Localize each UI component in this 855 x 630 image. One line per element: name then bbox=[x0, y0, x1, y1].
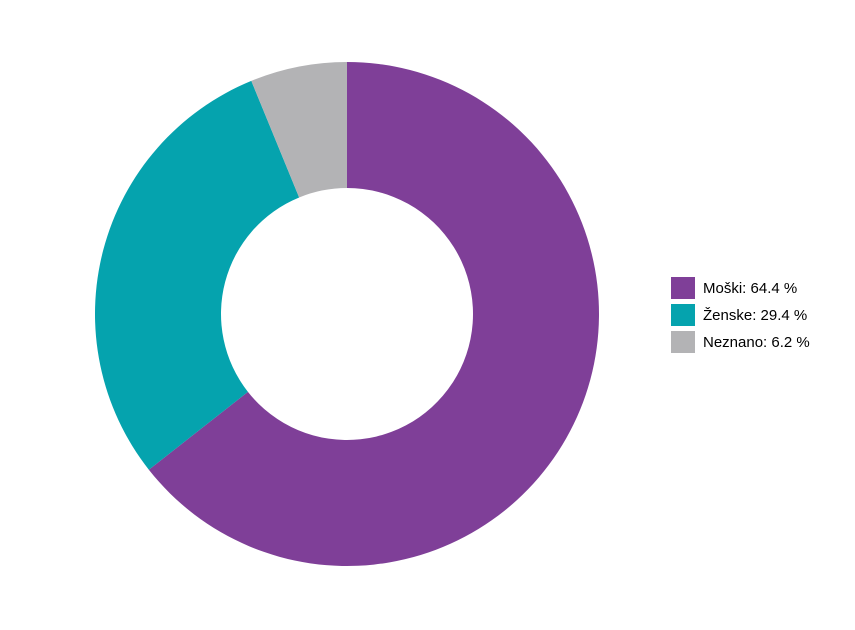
donut-slice bbox=[251, 62, 347, 198]
legend-swatch bbox=[671, 304, 695, 326]
legend-swatch bbox=[671, 277, 695, 299]
legend-label: Ženske: 29.4 % bbox=[703, 307, 807, 324]
legend-label: Neznano: 6.2 % bbox=[703, 334, 810, 351]
donut-slice bbox=[148, 62, 599, 567]
legend-swatch bbox=[671, 331, 695, 353]
donut-slice bbox=[95, 80, 300, 470]
legend-label: Moški: 64.4 % bbox=[703, 280, 797, 297]
